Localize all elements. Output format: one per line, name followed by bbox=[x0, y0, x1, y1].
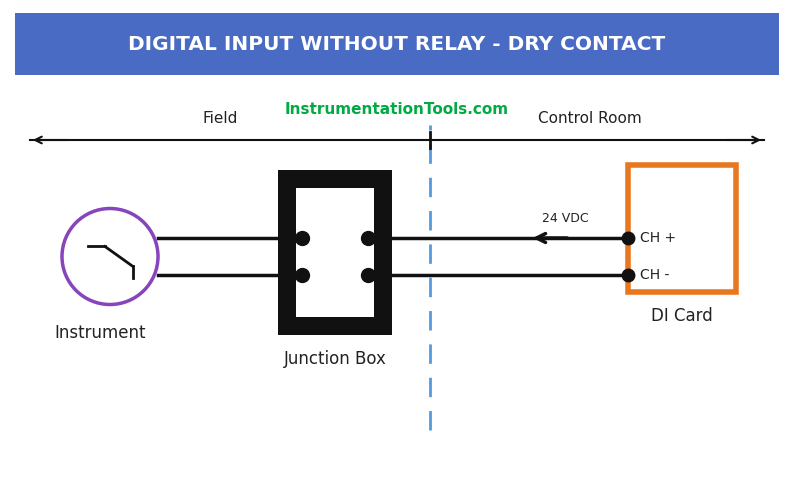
Text: DI Card: DI Card bbox=[651, 307, 713, 325]
Text: InstrumentationTools.com: InstrumentationTools.com bbox=[285, 102, 509, 118]
Text: CH -: CH - bbox=[640, 268, 669, 282]
Text: Junction Box: Junction Box bbox=[283, 350, 387, 368]
Bar bbox=[15, 13, 779, 75]
Bar bbox=[296, 188, 374, 317]
Text: DIGITAL INPUT WITHOUT RELAY - DRY CONTACT: DIGITAL INPUT WITHOUT RELAY - DRY CONTAC… bbox=[129, 34, 665, 53]
Text: Control Room: Control Room bbox=[538, 111, 642, 126]
Text: Instrument: Instrument bbox=[54, 324, 146, 343]
Text: 24 VDC: 24 VDC bbox=[542, 212, 588, 225]
Bar bbox=[278, 170, 392, 335]
Bar bbox=[628, 165, 736, 292]
Text: Field: Field bbox=[202, 111, 237, 126]
Text: CH +: CH + bbox=[640, 231, 676, 245]
